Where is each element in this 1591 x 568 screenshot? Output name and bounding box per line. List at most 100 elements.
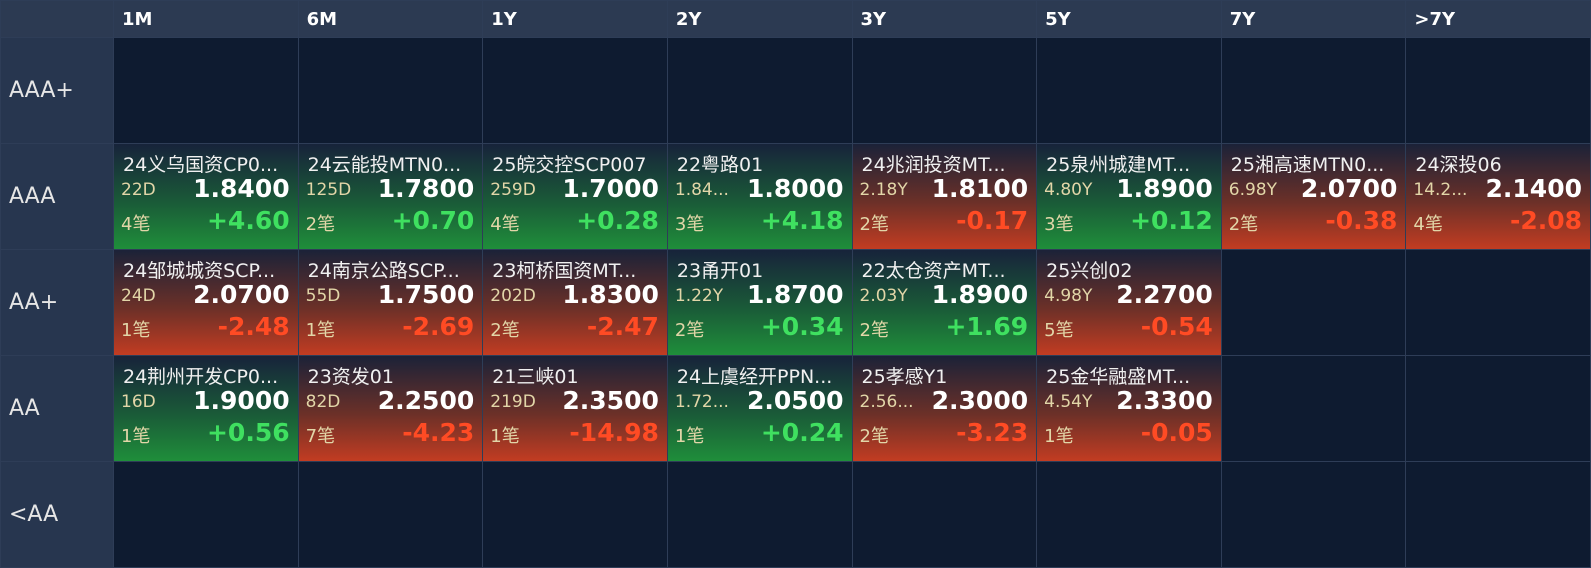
bond-cell[interactable]: 25皖交控SCP007 259D 1.7000 4笔 +0.28 bbox=[483, 144, 667, 249]
column-header[interactable]: 6M bbox=[298, 1, 483, 37]
column-header[interactable]: 3Y bbox=[852, 1, 1037, 37]
bond-cell[interactable]: 23柯桥国资MT... 202D 1.8300 2笔 -2.47 bbox=[483, 250, 667, 355]
trade-count: 2笔 bbox=[305, 214, 336, 235]
empty-cell bbox=[852, 462, 1037, 567]
bond-name: 24邹城城资SCP... bbox=[123, 260, 276, 282]
trade-count: 3笔 bbox=[674, 214, 705, 235]
bond-cell[interactable]: 25兴创02 4.98Y 2.2700 5笔 -0.54 bbox=[1037, 250, 1221, 355]
empty-cell bbox=[1406, 250, 1590, 355]
bond-cell[interactable]: 25湘高速MTN0... 6.98Y 2.0700 2笔 -0.38 bbox=[1221, 144, 1406, 249]
bond-cell[interactable]: 24南京公路SCP... 55D 1.7500 1笔 -2.69 bbox=[298, 250, 483, 355]
bond-name: 24上虞经开PPN... bbox=[676, 366, 833, 388]
yield-change: -0.05 bbox=[1140, 418, 1213, 447]
yield: 1.7000 bbox=[562, 174, 659, 203]
bond-name: 25兴创02 bbox=[1046, 260, 1133, 282]
trade-count: 1笔 bbox=[121, 426, 151, 447]
bond-cell[interactable]: 24邹城城资SCP... 24D 2.0700 1笔 -2.48 bbox=[114, 250, 298, 355]
empty-cell bbox=[1221, 462, 1406, 567]
column-header[interactable]: 7Y bbox=[1221, 1, 1406, 37]
yield-change: -0.38 bbox=[1325, 206, 1398, 235]
trade-count: 3笔 bbox=[1044, 214, 1074, 235]
empty-cell bbox=[667, 462, 852, 567]
remaining-term: 1.22Y bbox=[674, 286, 724, 306]
yield: 1.8900 bbox=[1116, 174, 1213, 203]
trade-count: 2笔 bbox=[674, 320, 705, 341]
bond-cell[interactable]: 24兆润投资MT... 2.18Y 1.8100 2笔 -0.17 bbox=[852, 144, 1037, 249]
bond-cell[interactable]: 25金华融盛MT... 4.54Y 2.3300 1笔 -0.05 bbox=[1037, 356, 1221, 461]
bond-cell[interactable]: 22太仓资产MT... 2.03Y 1.8900 2笔 +1.69 bbox=[852, 250, 1037, 355]
trade-count: 2笔 bbox=[859, 320, 889, 341]
yield-change: +0.28 bbox=[576, 206, 659, 235]
yield: 1.8400 bbox=[193, 174, 290, 203]
yield-change: +0.70 bbox=[391, 206, 475, 235]
bond-name: 24云能投MTN0... bbox=[307, 154, 462, 176]
yield-change: -2.08 bbox=[1509, 206, 1582, 235]
remaining-term: 1.84... bbox=[674, 180, 729, 200]
column-header[interactable]: 1M bbox=[114, 1, 298, 37]
bond-cell[interactable]: 24深投06 14.2... 2.1400 4笔 -2.08 bbox=[1406, 144, 1590, 249]
bond-cell[interactable]: 24云能投MTN0... 125D 1.7800 2笔 +0.70 bbox=[298, 144, 483, 249]
bond-name: 22太仓资产MT... bbox=[861, 260, 1006, 282]
column-header[interactable]: 5Y bbox=[1037, 1, 1221, 37]
trade-count: 2笔 bbox=[859, 214, 889, 235]
empty-cell bbox=[1221, 38, 1406, 143]
empty-cell bbox=[1037, 38, 1221, 143]
trade-count: 1笔 bbox=[121, 320, 151, 341]
row-label: <AA bbox=[1, 462, 113, 567]
bond-cell[interactable]: 25孝感Y1 2.56... 2.3000 2笔 -3.23 bbox=[852, 356, 1037, 461]
yield-change: +4.18 bbox=[760, 206, 844, 235]
trade-count: 4笔 bbox=[490, 214, 520, 235]
row-label: AAA bbox=[1, 144, 113, 249]
empty-cell bbox=[1221, 250, 1406, 355]
column-header[interactable]: 1Y bbox=[483, 1, 667, 37]
row-label: AA+ bbox=[1, 250, 113, 355]
remaining-term: 2.03Y bbox=[859, 286, 908, 306]
trade-count: 2笔 bbox=[490, 320, 520, 341]
remaining-term: 125D bbox=[305, 180, 352, 200]
bond-cell[interactable]: 23资发01 82D 2.2500 7笔 -4.23 bbox=[298, 356, 483, 461]
trade-count: 5笔 bbox=[1044, 320, 1074, 341]
bond-cell[interactable]: 22粤路01 1.84... 1.8000 3笔 +4.18 bbox=[667, 144, 852, 249]
empty-cell bbox=[1406, 462, 1590, 567]
column-header[interactable]: 2Y bbox=[667, 1, 852, 37]
bond-name: 25湘高速MTN0... bbox=[1230, 154, 1385, 176]
yield-change: -0.54 bbox=[1140, 312, 1213, 341]
remaining-term: 4.54Y bbox=[1044, 392, 1093, 412]
yield-change: -3.23 bbox=[956, 418, 1029, 447]
bond-cell[interactable]: 24上虞经开PPN... 1.72... 2.0500 1笔 +0.24 bbox=[667, 356, 852, 461]
trade-count: 2笔 bbox=[1228, 214, 1259, 235]
empty-cell bbox=[852, 38, 1037, 143]
trade-count: 4笔 bbox=[121, 214, 151, 235]
remaining-term: 24D bbox=[121, 286, 156, 306]
bond-name: 25金华融盛MT... bbox=[1046, 366, 1191, 388]
bond-cell[interactable]: 24义乌国资CP0... 22D 1.8400 4笔 +4.60 bbox=[114, 144, 298, 249]
remaining-term: 22D bbox=[121, 180, 156, 200]
empty-cell bbox=[483, 38, 667, 143]
remaining-term: 55D bbox=[305, 286, 341, 306]
trade-count: 7笔 bbox=[305, 426, 336, 447]
row-label: AA bbox=[1, 356, 113, 461]
empty-cell bbox=[1406, 356, 1590, 461]
remaining-term: 219D bbox=[490, 392, 536, 412]
bond-cell[interactable]: 21三峡01 219D 2.3500 1笔 -14.98 bbox=[483, 356, 667, 461]
remaining-term: 6.98Y bbox=[1228, 180, 1277, 200]
remaining-term: 202D bbox=[490, 286, 536, 306]
remaining-term: 2.18Y bbox=[859, 180, 908, 200]
yield-change: +4.60 bbox=[206, 206, 290, 235]
column-header[interactable]: >7Y bbox=[1406, 1, 1590, 37]
empty-cell bbox=[1037, 462, 1221, 567]
bond-cell[interactable]: 25泉州城建MT... 4.80Y 1.8900 3笔 +0.12 bbox=[1037, 144, 1221, 249]
empty-cell bbox=[114, 38, 298, 143]
remaining-term: 16D bbox=[121, 392, 156, 412]
empty-cell bbox=[298, 462, 483, 567]
bond-name: 25孝感Y1 bbox=[861, 366, 948, 388]
bond-cell[interactable]: 23甬开01 1.22Y 1.8700 2笔 +0.34 bbox=[667, 250, 852, 355]
bond-name: 25泉州城建MT... bbox=[1046, 154, 1191, 176]
empty-cell bbox=[298, 38, 483, 143]
empty-cell bbox=[1406, 38, 1590, 143]
yield: 2.3300 bbox=[1116, 386, 1213, 415]
bond-cell[interactable]: 24荆州开发CP0... 16D 1.9000 1笔 +0.56 bbox=[114, 356, 298, 461]
yield-change: +0.24 bbox=[760, 418, 844, 447]
bond-name: 23甬开01 bbox=[676, 260, 764, 282]
